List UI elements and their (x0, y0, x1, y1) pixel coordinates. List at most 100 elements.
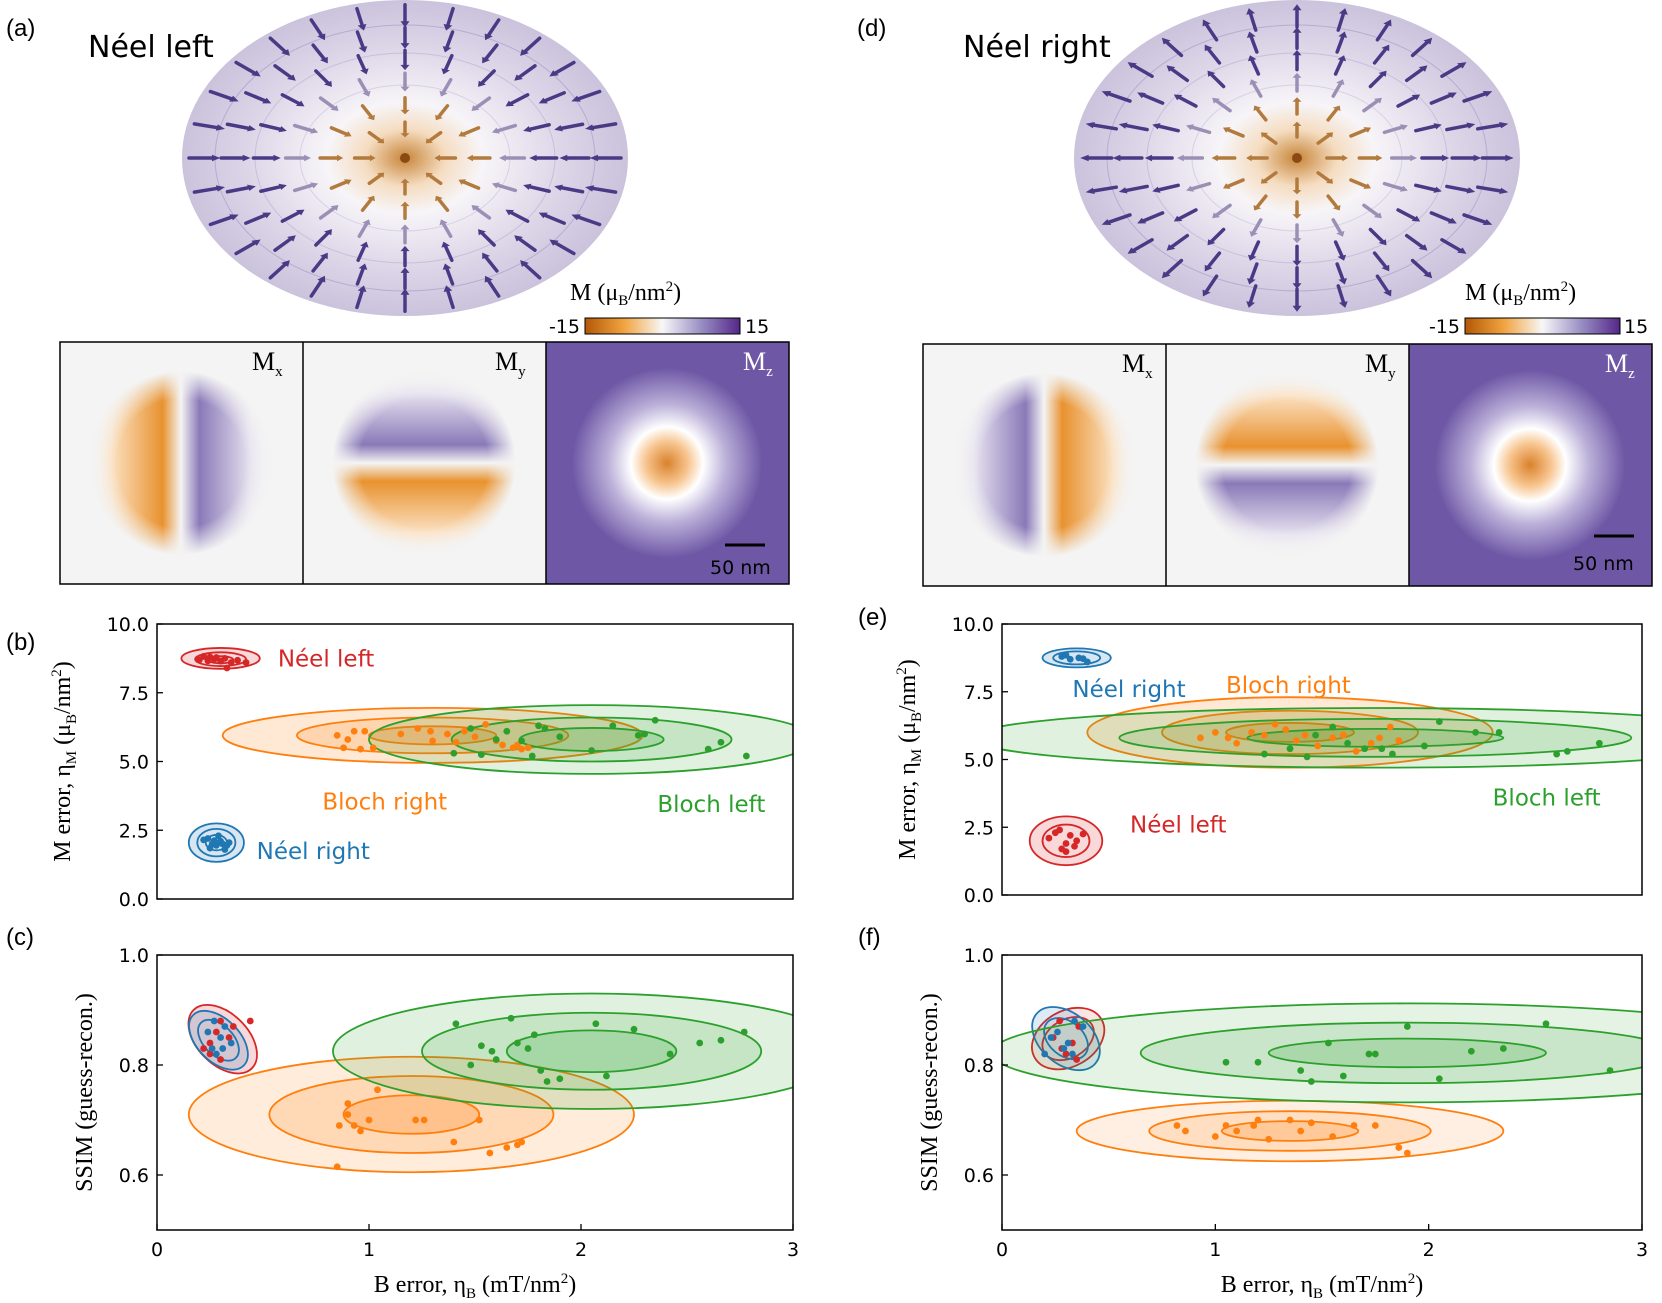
data-point (344, 1100, 352, 1107)
spin-arrow-head (1338, 301, 1348, 308)
spin-arrow-head (585, 185, 595, 192)
spin-arrow (1142, 93, 1165, 105)
spin-arrow-head (287, 235, 296, 242)
spin-arrow-head (1499, 121, 1509, 129)
spin-arrow (1375, 274, 1390, 293)
spin-arrow (509, 93, 530, 105)
spin-arrow (441, 222, 453, 239)
panel-letter: (f) (858, 924, 881, 951)
data-point (1361, 745, 1369, 753)
series-label: Néel left (278, 646, 374, 672)
spin-arrow-head (1246, 301, 1256, 308)
data-point (503, 727, 511, 735)
spin-arrow-head (1260, 178, 1269, 184)
spin-arrow-head (1144, 154, 1153, 162)
series-label: Néel right (257, 839, 370, 865)
spin-arrow (1107, 213, 1132, 224)
data-point (208, 1045, 216, 1052)
data-point (1563, 747, 1571, 755)
x-tick-label: 1 (1209, 1239, 1221, 1261)
x-tick-label: 2 (575, 1239, 587, 1261)
data-point (204, 657, 212, 665)
spin-arrow-head (400, 64, 410, 71)
spin-arrow (1215, 203, 1232, 217)
spin-arrow (1210, 227, 1226, 243)
spin-arrow (1248, 12, 1258, 32)
spin-arrow (1263, 171, 1278, 183)
panel-letter: (b) (6, 629, 35, 656)
spin-arrow-head (251, 70, 261, 77)
spin-arrow-head (1152, 186, 1161, 193)
data-point (503, 1144, 511, 1151)
data-point (206, 1039, 214, 1047)
spin-arrow (437, 104, 450, 119)
x-tick-label: 0 (996, 1239, 1008, 1261)
y-tick-label: 1.0 (964, 945, 994, 967)
spin-arrow (1250, 240, 1261, 258)
scalebar-label: 50 nm (710, 557, 771, 579)
data-point (588, 747, 595, 754)
spin-arrow-head (1186, 124, 1195, 131)
colorbar-label: M (μB/nm2) (1465, 279, 1576, 309)
spin-arrow (234, 241, 256, 256)
spin-arrow-head (229, 214, 239, 221)
confidence-ellipse (1225, 722, 1355, 743)
chart-panel-c: (c) 0.6 0.8 1.0 0 1 2 3 B error, ηB (mT/nm2) SSIM… (6, 924, 799, 1302)
data-point (1378, 745, 1386, 753)
spin-arrow-head (1152, 123, 1161, 130)
data-point (350, 1122, 358, 1129)
spin-arrow-head (1292, 214, 1302, 219)
spin-arrow (244, 91, 267, 103)
spin-arrow-head (295, 209, 305, 216)
spin-arrow-head (1118, 122, 1128, 129)
spin-arrow (355, 6, 364, 27)
confidence-ellipse (332, 992, 793, 1110)
data-point (518, 745, 526, 753)
spin-arrow-head (1247, 254, 1257, 261)
data-point (543, 1078, 551, 1085)
spin-arrow-head (1166, 65, 1176, 72)
data-point (507, 1014, 515, 1022)
data-point (1421, 742, 1428, 750)
spin-arrow-head (1292, 283, 1302, 289)
data-point (1286, 1116, 1294, 1124)
spin-arrow (1382, 181, 1404, 191)
spin-arrow (1170, 67, 1190, 83)
spin-arrow (443, 53, 454, 72)
spin-arrow (225, 122, 250, 131)
spin-arrow-head (400, 43, 410, 49)
spin-arrow (523, 263, 542, 280)
spin-arrow-head (1482, 219, 1493, 226)
confidence-ellipse (1148, 1110, 1432, 1152)
confidence-ellipse (1041, 823, 1091, 858)
spin-arrow (1440, 238, 1462, 252)
x-tick-label: 2 (1423, 1239, 1435, 1261)
spin-arrow-head (1137, 217, 1147, 224)
data-point (592, 1020, 600, 1028)
spin-arrow (355, 267, 365, 286)
spin-arrow-head (1363, 183, 1372, 189)
spin-arrow-head (295, 100, 305, 107)
spin-arrow-head (1202, 19, 1211, 27)
spin-arrow (1368, 73, 1384, 89)
data-point (1066, 655, 1074, 663)
spin-arrow (1326, 194, 1339, 209)
spin-arrow (367, 173, 382, 186)
confidence-ellipse (1118, 717, 1633, 758)
spin-arrow-head (1101, 219, 1112, 226)
spin-arrow-head (1381, 44, 1390, 52)
data-point (210, 837, 218, 845)
data-point (234, 656, 241, 664)
data-point (420, 1116, 428, 1124)
spin-arrow (484, 43, 499, 61)
data-point (1499, 1045, 1507, 1052)
confidence-ellipse (1267, 1037, 1547, 1069)
spin-arrow-head (1247, 55, 1257, 62)
spin-arrow (309, 279, 323, 298)
spin-arrow-head (1202, 289, 1211, 297)
data-point (1371, 1050, 1379, 1058)
spin-arrow-head (324, 229, 332, 236)
colorbar-label: M (μB/nm2) (570, 279, 681, 309)
data-point (477, 751, 485, 759)
spin-arrow-head (400, 288, 410, 295)
